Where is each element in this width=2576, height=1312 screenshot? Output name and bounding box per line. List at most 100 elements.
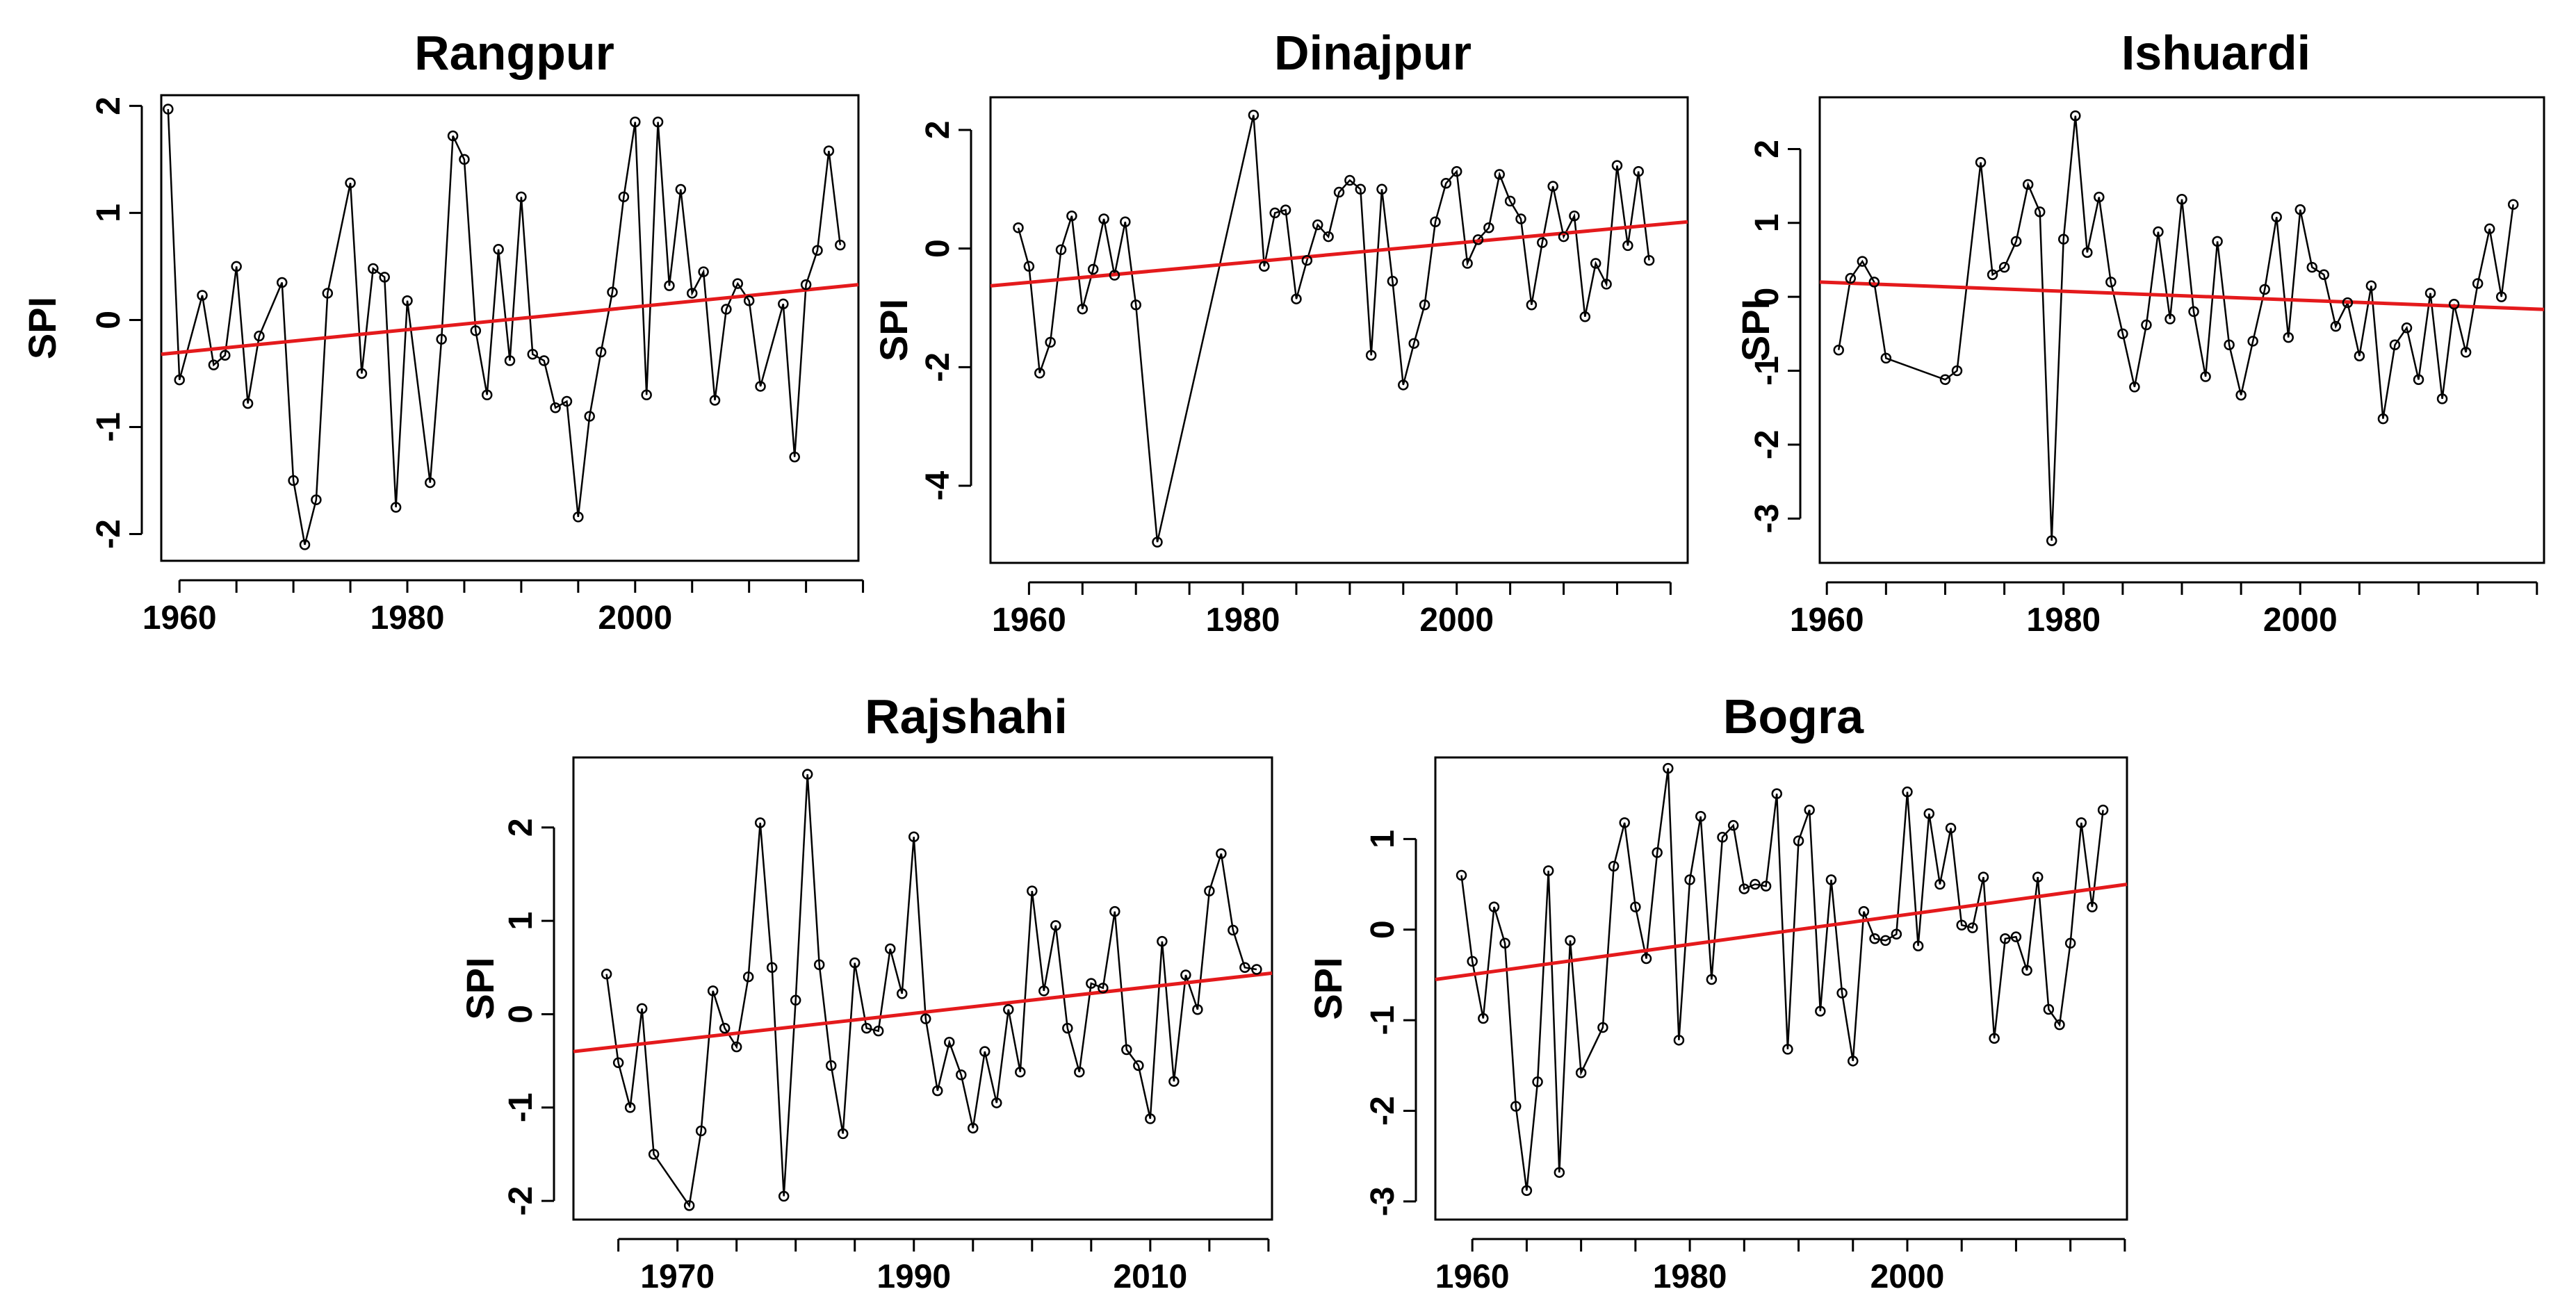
data-point	[1590, 258, 1601, 269]
x-tick-label: 2000	[1419, 602, 1494, 639]
data-point	[1857, 256, 1868, 267]
data-point	[1239, 962, 1250, 974]
data-point	[1845, 272, 1857, 284]
data-point	[2413, 374, 2424, 386]
data-point	[1978, 871, 1989, 883]
data-point	[1833, 344, 1844, 356]
data-point	[709, 395, 721, 406]
data-point	[2176, 194, 2187, 205]
data-point	[1727, 820, 1739, 831]
data-point	[2224, 339, 2235, 351]
data-point	[979, 1046, 991, 1057]
data-point	[1869, 933, 1880, 944]
data-point	[743, 295, 755, 306]
panel-bogra: Bogra -3 -2 -1 0 1 SPI 1960 1980 2000	[1306, 689, 2128, 1295]
data-point	[1695, 811, 1706, 822]
plot-frame	[1818, 96, 2545, 564]
data-point	[1532, 1076, 1543, 1088]
data-point	[2306, 261, 2318, 273]
data-point	[1771, 788, 1782, 799]
x-tick-label: 1960	[992, 602, 1066, 639]
data-point	[1180, 969, 1191, 981]
data-point	[2342, 297, 2354, 309]
y-tick-label: 0	[1364, 920, 1401, 939]
data-point	[2200, 371, 2211, 382]
data-point	[1098, 983, 1109, 994]
data-point	[311, 494, 322, 505]
data-point	[2294, 204, 2306, 215]
data-point	[163, 104, 174, 115]
data-point	[1684, 874, 1695, 885]
data-point	[823, 145, 835, 156]
data-point	[2365, 280, 2377, 291]
data-point	[1152, 536, 1163, 548]
data-point	[379, 272, 390, 283]
data-point	[1987, 269, 1998, 280]
data-point	[288, 475, 299, 486]
data-point	[1738, 883, 1750, 894]
data-point	[837, 1128, 849, 1140]
data-point	[825, 1060, 837, 1072]
data-point	[1815, 1006, 1826, 1017]
data-point	[1912, 940, 1924, 951]
data-point	[2032, 871, 2044, 883]
data-point	[2165, 313, 2176, 325]
y-tick-label: 1	[1749, 213, 1786, 232]
data-point	[1760, 880, 1772, 892]
data-point	[766, 962, 778, 974]
data-point	[884, 943, 896, 955]
data-point	[601, 968, 612, 980]
y-tick-label: -3	[1364, 1187, 1401, 1217]
data-point	[493, 244, 504, 255]
data-point	[1216, 848, 1227, 860]
data-point	[2087, 901, 2098, 912]
data-point	[2448, 299, 2460, 310]
trend-line	[573, 971, 1273, 1053]
y-tick-label: 1	[503, 912, 539, 930]
data-point	[538, 355, 550, 366]
data-point	[1640, 953, 1652, 965]
data-point	[1494, 169, 1506, 180]
data-point	[1109, 905, 1120, 917]
data-point	[1554, 1167, 1565, 1178]
data-point	[390, 502, 402, 513]
data-point	[648, 1149, 660, 1160]
data-point	[1003, 1003, 1014, 1015]
y-tick-label: -4	[920, 470, 956, 500]
data-point	[920, 1013, 931, 1024]
data-point	[1120, 216, 1131, 227]
data-point	[2094, 191, 2105, 203]
data-point	[1312, 219, 1323, 231]
data-point	[208, 359, 220, 370]
data-point	[1157, 935, 1168, 947]
data-point	[1945, 822, 1957, 834]
data-point	[1050, 920, 1061, 931]
data-point	[2046, 535, 2057, 546]
data-point	[872, 1025, 884, 1037]
data-point	[2354, 350, 2365, 361]
data-point	[1269, 207, 1280, 219]
data-point	[2141, 319, 2152, 331]
data-point	[1291, 293, 1302, 304]
chart-title: Ishuardi	[2121, 26, 2310, 80]
y-tick-label: 0	[90, 311, 127, 329]
data-point	[1045, 336, 1056, 348]
data-point	[1121, 1044, 1132, 1056]
data-point	[612, 1057, 624, 1069]
data-point	[698, 266, 709, 277]
data-point	[1989, 1033, 2000, 1044]
spi-series-line	[605, 774, 1257, 1208]
data-point	[1706, 974, 1718, 985]
data-point	[1858, 905, 1870, 917]
panel-ishuardi: Ishuardi -3 -2 -1 0 1 2 SPI 1960 1980 2000	[1734, 26, 2545, 639]
data-point	[1643, 254, 1655, 266]
data-point	[447, 130, 459, 142]
data-point	[683, 1200, 695, 1211]
data-point	[1717, 831, 1728, 843]
data-point	[254, 330, 265, 342]
data-point	[731, 1041, 742, 1053]
data-point	[1086, 978, 1097, 989]
data-point	[516, 191, 527, 203]
data-point	[695, 1125, 707, 1137]
data-point	[944, 1036, 955, 1048]
